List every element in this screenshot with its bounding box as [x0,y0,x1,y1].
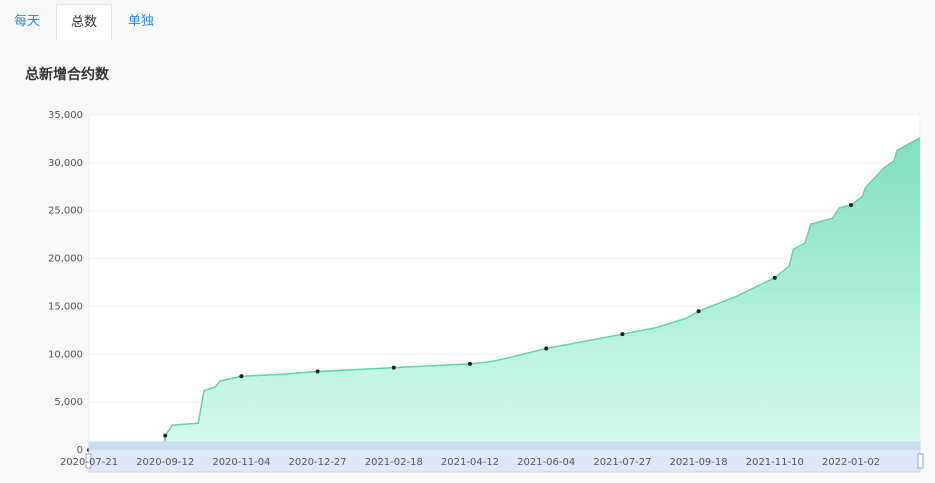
point [467,361,472,366]
point [696,309,701,314]
tab[interactable]: 单独 [128,14,155,29]
x-tick-label: 2020-11-04 [212,457,270,468]
area [89,137,920,450]
x-tick-label: 2020-12-27 [289,457,347,468]
y-tick-label: 30,000 [48,158,83,169]
y-tick-label: 5,000 [54,397,83,408]
x-tick-label: 2021-06-04 [517,457,575,468]
line [89,137,921,451]
y-tick-label: 15,000 [48,301,83,312]
point [315,369,320,374]
x-tick-label: 2021-04-12 [441,457,499,468]
x-tick-label: 2021-07-27 [593,457,651,468]
y-tick-label: 0 [77,445,83,456]
chart-title: 总新增合约数 [25,66,110,83]
point [620,332,625,337]
slider-handle[interactable] [917,453,924,469]
point [848,202,853,207]
slider-handle[interactable] [85,453,92,469]
point [239,374,244,379]
tab-bar: 每天 总数 单独 [0,0,935,41]
point [772,275,777,280]
x-tick-label: 2021-02-18 [365,457,423,468]
x-tick-label: 2021-09-18 [670,457,728,468]
y-tick-label: 10,000 [48,349,83,360]
tab[interactable]: 总数 [56,4,113,40]
slider-handle-bar[interactable] [89,442,920,450]
tab[interactable]: 每天 [14,14,41,29]
point [163,433,168,438]
x-tick-label: 2021-11-10 [746,457,804,468]
zoom-slider[interactable] [85,441,924,473]
point [544,346,549,351]
x-tick-label: 2022-01-02 [822,457,880,468]
y-tick-label: 35,000 [48,110,83,121]
chart: 总新增合约数 0 5,000 10,000 15,000 20,000 25,000 30,… [0,40,935,483]
y-tick-label: 20,000 [48,254,83,265]
x-tick-label: 2020-07-21 [60,457,118,468]
x-tick-label: 2020-09-12 [136,457,194,468]
point [391,365,396,370]
y-tick-label: 25,000 [48,206,83,217]
